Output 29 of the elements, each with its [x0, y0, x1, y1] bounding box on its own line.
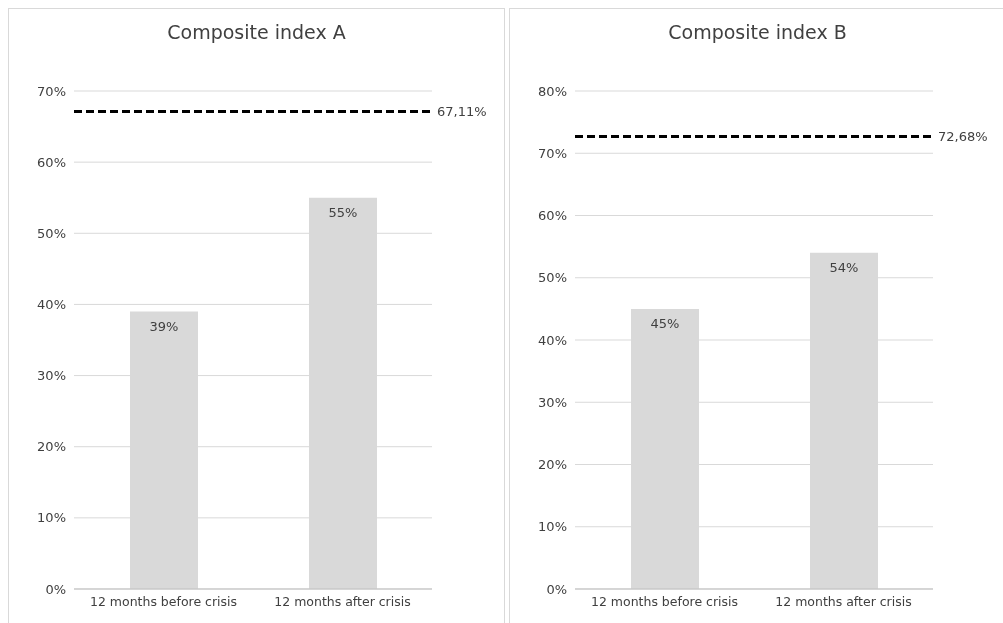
y-tick-label: 40%	[538, 332, 567, 348]
x-tick-label: 12 months before crisis	[89, 593, 238, 609]
ref-line-label: 72,68%	[938, 129, 988, 145]
y-tick-label: 80%	[538, 83, 567, 99]
data-label: 55%	[328, 204, 358, 220]
y-tick-label: 20%	[538, 457, 567, 473]
y-tick-label: 60%	[538, 208, 567, 224]
data-label: 39%	[149, 318, 179, 334]
chart-title: Composite index B	[667, 21, 848, 43]
x-tick-label: 12 months after crisis	[775, 593, 912, 609]
y-tick-label: 10%	[538, 519, 567, 535]
ref-line-label: 67,11%	[437, 104, 487, 120]
y-tick-label: 60%	[37, 154, 66, 170]
y-tick-label: 30%	[37, 368, 66, 384]
y-tick-label: 70%	[538, 145, 567, 161]
y-tick-label: 0%	[546, 581, 567, 597]
y-tick-label: 10%	[37, 510, 66, 526]
y-tick-label: 50%	[538, 270, 567, 286]
data-label: 54%	[829, 260, 859, 276]
y-tick-label: 30%	[538, 394, 567, 410]
y-tick-label: 70%	[37, 83, 66, 99]
data-label: 45%	[650, 316, 680, 332]
y-tick-label: 0%	[45, 581, 66, 597]
y-tick-label: 50%	[37, 225, 66, 241]
x-tick-label: 12 months before crisis	[590, 593, 739, 609]
y-tick-label: 40%	[37, 297, 66, 313]
x-tick-label: 12 months after crisis	[274, 593, 411, 609]
y-tick-label: 20%	[37, 439, 66, 455]
chart-title: Composite index A	[166, 21, 347, 43]
